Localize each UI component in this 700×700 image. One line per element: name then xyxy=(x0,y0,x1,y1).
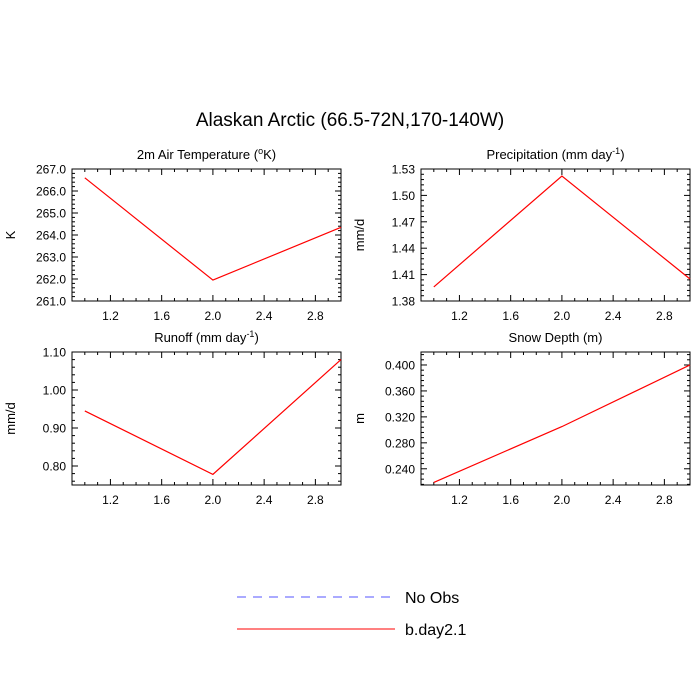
plot-frame xyxy=(420,168,691,302)
x-tick-label: 2.0 xyxy=(205,309,222,323)
y-tick-label: 264.0 xyxy=(36,229,66,243)
x-tick-label: 1.2 xyxy=(451,493,468,507)
y-tick-label: 0.240 xyxy=(385,462,415,476)
series-line-b-day2-1 xyxy=(84,359,342,476)
y-tick-label: 1.47 xyxy=(392,215,416,229)
x-tick-label: 2.4 xyxy=(256,493,273,507)
x-tick-label: 1.2 xyxy=(102,493,119,507)
x-tick-label: 1.6 xyxy=(153,309,170,323)
x-tick-label: 2.0 xyxy=(554,309,571,323)
x-tick-label: 1.6 xyxy=(153,493,170,507)
y-tick-label: 263.0 xyxy=(36,251,66,265)
series-line-b-day2-1 xyxy=(84,177,342,281)
x-tick-label: 1.2 xyxy=(102,309,119,323)
y-tick-label: 0.400 xyxy=(385,358,415,372)
x-tick-label: 2.4 xyxy=(605,493,622,507)
panel-title: Runoff (mm day-1) xyxy=(154,329,259,345)
x-tick-label: 2.0 xyxy=(205,493,222,507)
y-tick-label: 267.0 xyxy=(36,163,66,177)
legend: No Obs b.day2.1 xyxy=(237,590,466,639)
y-tick-label: 1.50 xyxy=(392,189,416,203)
x-tick-label: 2.0 xyxy=(554,493,571,507)
y-tick-label: 262.0 xyxy=(36,273,66,287)
x-tick-label: 1.6 xyxy=(502,309,519,323)
figure-title: Alaskan Arctic (66.5-72N,170-140W) xyxy=(195,110,505,131)
y-tick-label: 0.320 xyxy=(385,410,415,424)
chart-panel-3: 1.2 1.6 2.0 2.4 2.8 0.80 0.90 1.00 1.10 Runoff (m… xyxy=(3,329,342,507)
y-axis-label: mm/d xyxy=(3,402,18,435)
panel-title: 2m Air Temperature (oK) xyxy=(137,146,276,162)
y-tick-label: 1.00 xyxy=(43,384,67,398)
series-line-b-day2-1 xyxy=(433,175,691,288)
x-tick-label: 2.8 xyxy=(656,493,673,507)
x-tick-label: 2.4 xyxy=(256,309,273,323)
x-tick-label: 2.8 xyxy=(307,309,324,323)
y-tick-label: 0.280 xyxy=(385,436,415,450)
chart-panel-4: 1.2 1.6 2.0 2.4 2.8 0.240 0.280 0.320 0.360 0.400… xyxy=(352,330,691,507)
y-tick-label: 266.0 xyxy=(36,185,66,199)
y-tick-label: 265.0 xyxy=(36,207,66,221)
x-tick-label: 1.2 xyxy=(451,309,468,323)
series-line-b-day2-1 xyxy=(433,364,691,483)
chart-panel-2: 1.2 1.6 2.0 2.4 2.8 1.38 1.41 1.44 1.47 1.50 1.53 P… xyxy=(352,146,691,323)
panel-title: Precipitation (mm day-1) xyxy=(486,146,624,162)
y-tick-label: 261.0 xyxy=(36,295,66,309)
chart-panels: 1.2 1.6 2.0 2.4 2.8 261.0 262.0 263.0 264.0 265.0… xyxy=(3,146,691,507)
plot-frame xyxy=(71,351,342,486)
y-tick-label: 0.360 xyxy=(385,384,415,398)
y-tick-label: 0.80 xyxy=(43,460,67,474)
legend-label-no-obs: No Obs xyxy=(405,590,459,607)
legend-label-b-day2-1: b.day2.1 xyxy=(405,622,466,639)
x-tick-label: 2.8 xyxy=(656,309,673,323)
y-tick-label: 0.90 xyxy=(43,422,67,436)
y-tick-label: 1.10 xyxy=(43,346,67,360)
plot-frame xyxy=(71,168,342,302)
y-tick-label: 1.53 xyxy=(392,163,416,177)
y-tick-label: 1.41 xyxy=(392,268,416,282)
y-tick-label: 1.38 xyxy=(392,295,416,309)
chart-panel-1: 1.2 1.6 2.0 2.4 2.8 261.0 262.0 263.0 264.0 265.0… xyxy=(3,146,342,323)
y-axis-label: mm/d xyxy=(352,219,367,252)
y-tick-label: 1.44 xyxy=(392,242,416,256)
y-axis-label: m xyxy=(352,413,367,424)
x-tick-label: 1.6 xyxy=(502,493,519,507)
x-tick-label: 2.8 xyxy=(307,493,324,507)
y-axis-label: K xyxy=(3,230,18,239)
x-tick-label: 2.4 xyxy=(605,309,622,323)
plot-frame xyxy=(420,351,691,486)
panel-title: Snow Depth (m) xyxy=(509,330,603,345)
